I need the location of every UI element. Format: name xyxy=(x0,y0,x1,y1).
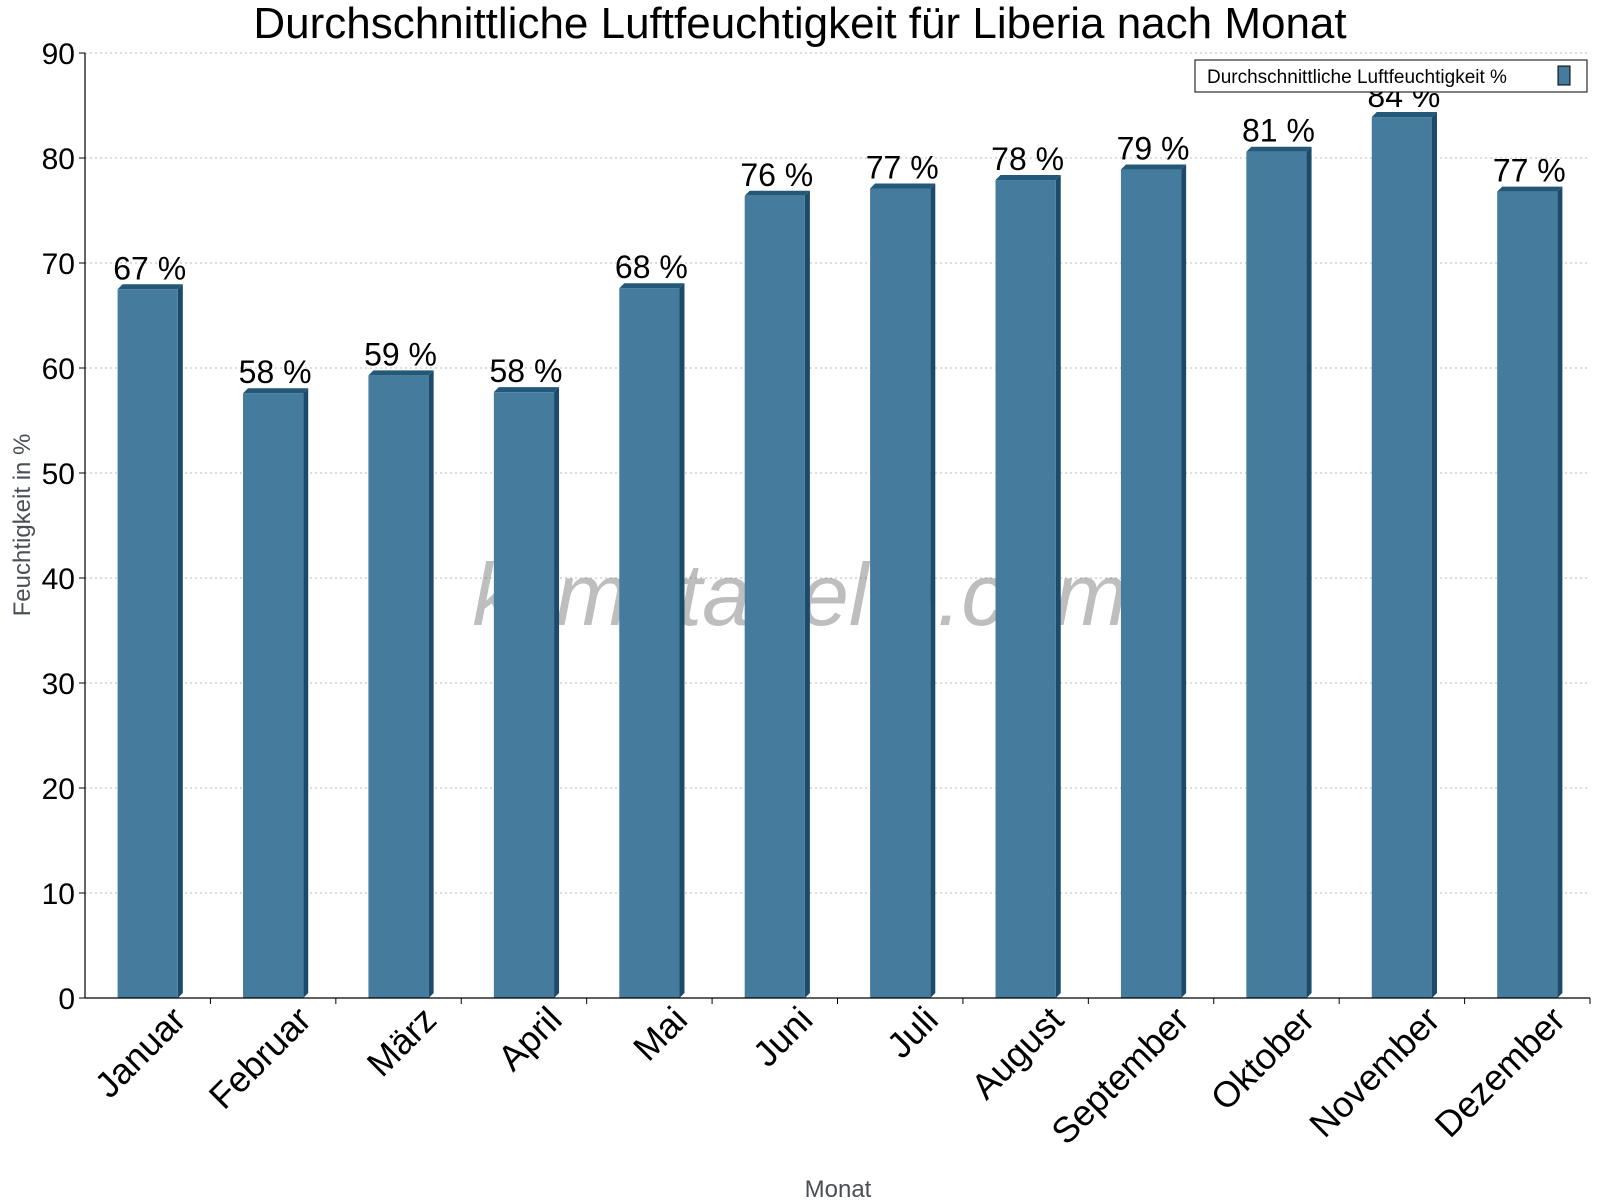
bar-side xyxy=(1431,112,1437,999)
data-label: 67 % xyxy=(113,250,186,286)
x-category-label: Juni xyxy=(745,999,821,1075)
y-tick-label: 70 xyxy=(42,248,75,281)
y-tick-label: 20 xyxy=(42,773,75,806)
bar-top xyxy=(243,388,309,394)
data-label: 58 % xyxy=(489,353,562,389)
bar-juli xyxy=(870,183,936,998)
bar-front xyxy=(1120,169,1182,999)
gridlines xyxy=(79,52,1590,999)
bar-september xyxy=(1120,164,1187,999)
bar-side xyxy=(1055,175,1061,999)
bar-side xyxy=(930,183,936,998)
bar-front xyxy=(493,392,555,998)
bar-top xyxy=(619,283,685,289)
bar-front xyxy=(368,375,429,999)
y-tick-label: 40 xyxy=(42,563,75,596)
y-tick-label: 60 xyxy=(42,353,75,386)
y-tick-label: 80 xyxy=(42,143,75,176)
legend-box xyxy=(1194,59,1588,93)
x-category-label: Januar xyxy=(87,999,194,1106)
y-tick-label: 0 xyxy=(58,983,75,1016)
x-category-label: Oktober xyxy=(1203,999,1323,1119)
y-tick-labels: 0 10 20 30 40 50 60 70 80 90 xyxy=(42,38,75,1016)
bar-top xyxy=(995,175,1061,181)
data-label: 78 % xyxy=(991,141,1064,177)
data-label: 59 % xyxy=(364,336,437,372)
bar-side xyxy=(804,190,810,999)
data-label: 77 % xyxy=(1493,153,1566,189)
bar-dezember xyxy=(1497,186,1563,999)
y-axis-title: Feuchtigkeit in % xyxy=(9,434,36,617)
data-label: 58 % xyxy=(239,354,312,390)
bar-front xyxy=(995,180,1056,999)
bar-front xyxy=(744,195,805,999)
data-label: 81 % xyxy=(1242,113,1315,149)
bar-front xyxy=(1371,117,1432,999)
bar-top xyxy=(870,183,936,189)
bar-side xyxy=(428,370,434,999)
data-label: 79 % xyxy=(1117,131,1190,167)
bar-front xyxy=(243,393,304,998)
legend: Durchschnittliche Luftfeuchtigkeit % xyxy=(1194,59,1588,93)
bar-februar xyxy=(243,388,309,998)
data-labels: 67 % 58 % 59 % 58 % 68 % 76 % 77 % 78 % 79 % 81 %… xyxy=(113,78,1566,390)
bar-januar xyxy=(117,284,183,998)
data-label: 68 % xyxy=(615,249,688,285)
bar-top xyxy=(1120,164,1187,170)
y-tick-label: 50 xyxy=(42,458,75,491)
bar-side xyxy=(679,283,685,998)
bar-april xyxy=(493,387,560,998)
bar-front xyxy=(1246,151,1307,998)
bar-mai xyxy=(619,283,685,998)
legend-label: Durchschnittliche Luftfeuchtigkeit % xyxy=(1207,67,1507,88)
bar-top xyxy=(1497,186,1563,192)
x-category-label: April xyxy=(490,999,570,1079)
x-category-label: Juli xyxy=(879,999,946,1066)
x-axis-title: Monat xyxy=(805,1176,872,1200)
bar-top xyxy=(117,284,183,290)
bar-top xyxy=(1371,112,1437,118)
bar-front xyxy=(1497,191,1558,999)
bar-juni xyxy=(744,190,810,999)
bar-top xyxy=(493,387,560,393)
bar-front xyxy=(619,288,680,998)
bar-märz xyxy=(368,370,434,999)
x-category-label: März xyxy=(359,999,445,1085)
bar-top xyxy=(368,370,434,376)
bar-front xyxy=(870,188,931,998)
x-category-label: September xyxy=(1043,999,1197,1153)
bar-top xyxy=(744,190,810,196)
bar-side xyxy=(1306,146,1312,998)
bar-august xyxy=(995,175,1061,999)
bar-side xyxy=(554,387,560,998)
x-category-labels: Januar Februar März April Mai Juni Juli AugustS… xyxy=(87,999,1573,1153)
bar-november xyxy=(1371,112,1437,999)
bar-front xyxy=(117,289,178,998)
bars xyxy=(117,112,1563,999)
data-label: 77 % xyxy=(866,149,939,185)
x-category-label: August xyxy=(963,999,1071,1107)
bar-top xyxy=(1246,146,1312,152)
legend-swatch xyxy=(1557,65,1571,86)
y-tick-label: 90 xyxy=(42,38,75,71)
y-tick-label: 30 xyxy=(42,668,75,701)
chart-title: Durchschnittliche Luftfeuchtigkeit für L… xyxy=(253,0,1346,48)
bar-side xyxy=(1557,186,1563,999)
bar-side xyxy=(303,388,309,998)
x-category-label: Mai xyxy=(625,999,695,1069)
axes xyxy=(84,53,1591,1004)
x-category-label: November xyxy=(1301,999,1447,1145)
x-category-label: Februar xyxy=(201,999,319,1117)
bar-oktober xyxy=(1246,146,1312,998)
bar-side xyxy=(1181,164,1187,999)
data-label: 76 % xyxy=(740,157,813,193)
bar-side xyxy=(177,284,183,998)
y-tick-label: 10 xyxy=(42,878,75,911)
x-category-label: Dezember xyxy=(1427,999,1573,1145)
